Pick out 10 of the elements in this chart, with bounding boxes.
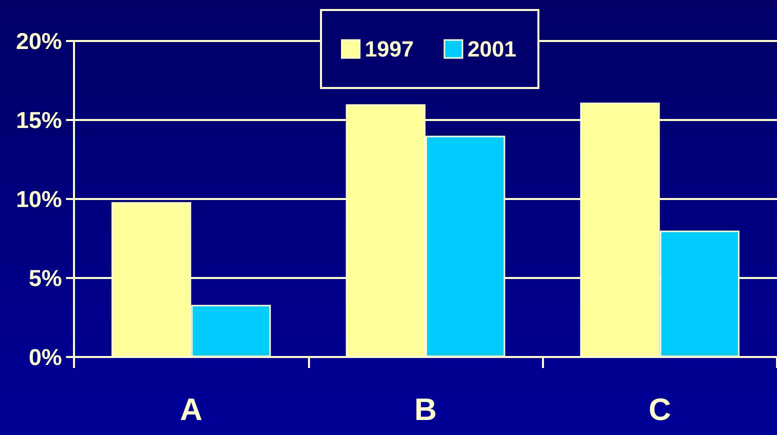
x-tick-label: B	[414, 392, 437, 427]
y-tick-label: 20%	[16, 28, 62, 54]
x-tick-label: A	[180, 392, 202, 427]
legend-label: 2001	[467, 36, 516, 62]
y-tick-label: 15%	[16, 107, 62, 133]
y-tick-label: 5%	[28, 265, 62, 291]
legend-label: 1997	[364, 36, 414, 62]
y-tick-label: 0%	[28, 344, 62, 370]
x-tick-label: C	[648, 392, 672, 427]
y-tick-label: 10%	[16, 186, 62, 212]
